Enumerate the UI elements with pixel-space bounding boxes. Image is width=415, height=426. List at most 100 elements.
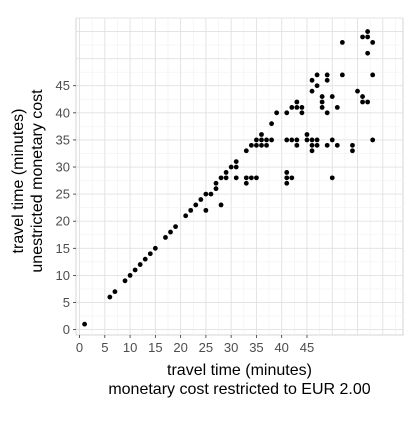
data-point [264,137,269,143]
data-point [370,39,376,45]
data-point [294,99,300,105]
data-point [309,77,315,83]
data-point [213,186,219,192]
data-point [289,175,295,181]
data-points [82,29,376,327]
data-point [324,110,330,116]
data-point [208,191,214,197]
y-tick-label: 40 [56,105,70,120]
data-point [168,229,173,235]
y-tick-label: 5 [63,295,70,310]
x-tick-label: 5 [101,340,108,355]
data-point [319,105,325,110]
data-point [122,278,128,284]
data-point [233,159,239,164]
data-point [218,175,224,181]
data-point [183,213,189,219]
data-point [324,77,330,83]
y-axis-title-line2: unestricted monetary cost [29,89,46,273]
data-point [284,170,290,175]
data-point [299,110,305,116]
data-point [309,88,315,94]
x-tick-label: 35 [249,340,263,355]
data-point [193,202,199,208]
y-tick-label: 45 [56,78,70,93]
data-point [264,142,269,148]
data-point [329,137,335,143]
x-tick-label: 10 [123,340,137,355]
data-point [319,99,325,105]
data-point [339,39,345,45]
y-tick-label: 0 [63,322,70,337]
data-point [360,99,365,105]
data-point [223,175,229,181]
data-point [294,137,300,143]
data-point [228,164,234,170]
data-point [284,110,290,116]
data-point [254,137,259,143]
data-point [127,272,133,278]
data-point [304,137,310,143]
data-point [329,94,335,99]
y-tick-label: 30 [56,160,70,175]
data-point [294,105,300,110]
data-point [350,142,355,148]
data-point [284,137,290,143]
data-point [355,88,360,94]
data-point [82,321,87,327]
data-point [243,175,249,181]
data-point [365,29,371,34]
data-point [370,72,376,78]
data-point [314,72,320,78]
x-tick-label: 45 [300,340,314,355]
data-point [152,245,158,251]
data-point [360,34,365,40]
data-point [274,110,280,116]
data-point [218,202,224,208]
data-point [269,137,274,143]
data-point [289,105,295,110]
data-point [365,34,371,40]
x-tick-label: 15 [148,340,162,355]
data-point [163,235,168,240]
data-point [284,180,290,186]
data-point [259,137,264,143]
data-point [365,50,371,56]
data-point [309,142,315,148]
data-point [314,83,320,89]
x-axis-title-line2: monetary cost restricted to EUR 2.00 [108,381,370,398]
data-point [304,132,310,137]
y-tick-label: 35 [56,132,70,147]
y-tick-label: 10 [56,268,70,283]
data-point [284,175,290,181]
x-tick-label: 30 [224,340,238,355]
data-point [324,142,330,148]
data-point [233,164,239,170]
data-point [329,175,335,181]
data-point [203,207,209,213]
plot-panel [75,17,404,336]
data-point [254,175,259,181]
data-point [198,197,204,202]
data-point [223,170,229,175]
data-point [112,289,118,295]
x-tick-label: 20 [173,340,187,355]
y-axis-ticks: 0 5 10 15 20 25 30 35 40 45 [56,78,76,337]
x-tick-label: 25 [199,340,213,355]
x-axis-ticks: 0 5 10 15 20 25 30 35 40 45 [76,335,314,355]
data-point [203,191,209,197]
data-point [299,105,305,110]
x-tick-label: 0 [76,340,83,355]
data-point [243,148,249,154]
data-point [334,142,340,148]
data-point [259,142,264,148]
x-tick-label: 40 [274,340,288,355]
data-point [269,121,274,127]
data-point [314,142,320,148]
data-point [243,180,249,186]
y-tick-label: 25 [56,187,70,202]
data-point [107,294,113,300]
data-point [259,132,264,137]
data-point [360,94,365,99]
